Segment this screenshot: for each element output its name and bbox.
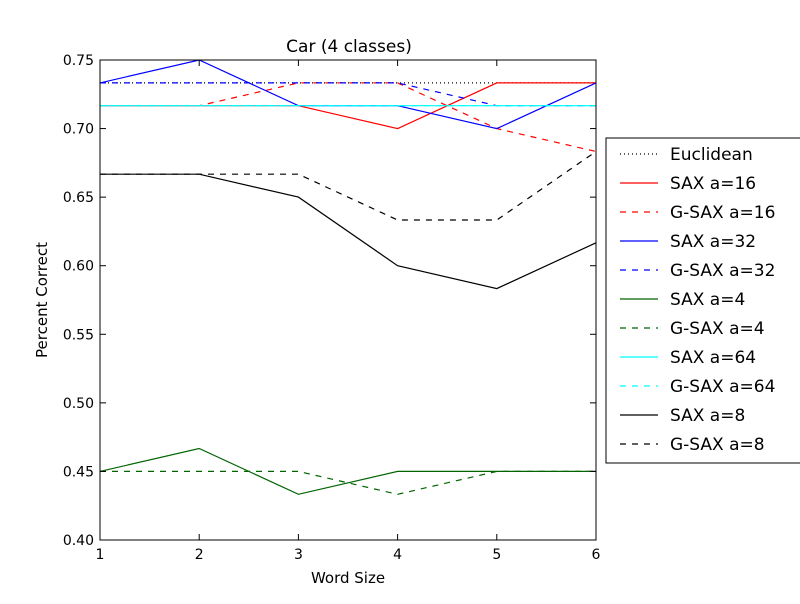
y-tick-label: 0.40 [63,533,94,549]
x-tick-label: 1 [96,547,105,563]
x-axis-label: Word Size [311,569,385,587]
series-line-4 [100,82,596,107]
legend-box [605,137,800,464]
y-tick-label: 0.70 [63,122,94,138]
legend-label-10: G-SAX a=8 [670,435,765,455]
axis-ticks: 1 2 3 4 5 6 0.40 0.45 0.50 0.55 0.60 0.65 0.70 0.75 [63,53,601,563]
y-tick-label: 0.60 [63,259,94,275]
series-line-3 [99,59,597,130]
y-axis-label: Percent Correct [33,242,51,358]
y-tick-label: 0.50 [63,396,94,412]
legend-label-9: SAX a=8 [670,406,745,426]
y-tick-label: 0.65 [63,190,94,206]
legend-label-4: G-SAX a=32 [670,261,775,281]
chart-title: Car (4 classes) [286,37,412,57]
plot-area-frame [99,59,597,541]
legend-label-3: SAX a=32 [670,232,756,252]
legend-label-6: G-SAX a=4 [670,319,765,339]
x-tick-label: 6 [592,547,601,563]
series-line-5 [99,447,596,495]
series-layer [99,59,597,495]
x-tick-label: 3 [294,547,303,563]
legend-label-2: G-SAX a=16 [670,203,775,223]
legend-label-7: SAX a=64 [670,348,756,368]
x-tick-label: 4 [393,547,402,563]
y-tick-label: 0.45 [63,464,94,480]
y-tick-label: 0.75 [63,53,94,69]
legend-label-1: SAX a=16 [670,174,756,194]
legend-label-8: G-SAX a=64 [670,377,775,397]
x-tick-label: 2 [195,547,204,563]
y-tick-label: 0.55 [63,327,94,343]
legend: Euclidean SAX a=16 G-SAX a=16 SAX a=32 G-SAX… [605,137,800,464]
legend-label-0: Euclidean [670,145,753,165]
series-line-9 [100,173,597,290]
series-line-10 [100,151,597,221]
x-tick-label: 5 [492,547,501,563]
legend-label-5: SAX a=4 [670,290,745,310]
